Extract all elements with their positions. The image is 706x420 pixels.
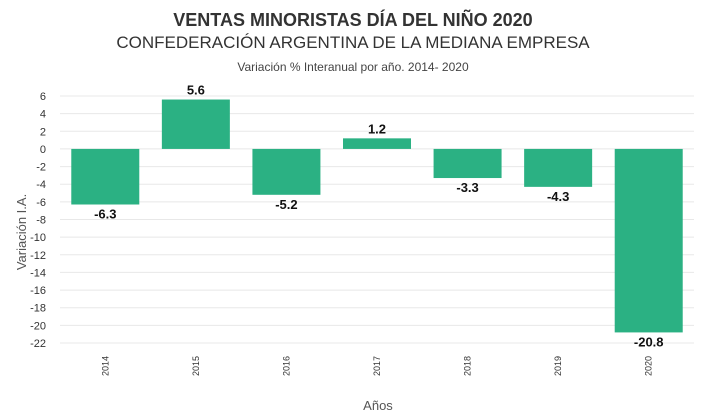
y-tick-label: -18	[30, 303, 46, 315]
y-tick-label: 0	[40, 144, 46, 156]
x-tick-label-2017: 2017	[372, 356, 382, 376]
y-tick-label: -12	[30, 250, 46, 262]
y-tick-label: -6	[36, 197, 46, 209]
y-tick-label: -4	[36, 179, 46, 191]
y-tick-label: -10	[30, 232, 46, 244]
x-tick-label-2014: 2014	[100, 356, 110, 376]
y-tick-label: 4	[40, 109, 46, 121]
x-tick-label-2015: 2015	[191, 356, 201, 376]
y-tick-label: -14	[30, 267, 46, 279]
x-tick-label-2020: 2020	[644, 356, 654, 376]
y-tick-label: -22	[30, 338, 46, 350]
bar-2020	[615, 149, 683, 332]
x-tick-label-2018: 2018	[463, 356, 473, 376]
data-label-2018: -3.3	[456, 180, 478, 195]
data-label-2019: -4.3	[547, 189, 569, 204]
y-tick-label: 2	[40, 126, 46, 138]
bar-2016	[252, 149, 320, 195]
data-label-2017: 1.2	[368, 121, 386, 136]
y-tick-label: -2	[36, 162, 46, 174]
x-tick-label-2019: 2019	[553, 356, 563, 376]
data-label-2016: -5.2	[275, 197, 297, 212]
bar-2018	[434, 149, 502, 178]
bar-2015	[162, 100, 230, 149]
y-tick-label: 6	[40, 91, 46, 103]
y-axis: 6 4 2 0 -2 -4 -6 -8 -10 -12 -14 -16 -18 -20 -22	[30, 91, 46, 350]
data-label-2015: 5.6	[187, 83, 205, 98]
data-label-2014: -6.3	[94, 207, 116, 222]
bar-2014	[71, 149, 139, 205]
bar-2019	[524, 149, 592, 187]
x-tick-label-2016: 2016	[281, 356, 291, 376]
x-axis-label: Años	[363, 398, 393, 413]
y-tick-label: -16	[30, 285, 46, 297]
bar-2017	[343, 138, 411, 149]
chart-container: VENTAS MINORISTAS DÍA DEL NIÑO 2020 CONF…	[0, 0, 706, 420]
y-axis-label: Variación I.A.	[14, 194, 29, 270]
y-tick-label: -20	[30, 320, 46, 332]
data-label-2020: -20.8	[634, 334, 664, 349]
x-axis: 2014 2015 2016 2017 2018 2019 2020	[100, 356, 653, 376]
bar-chart: 6 4 2 0 -2 -4 -6 -8 -10 -12 -14 -16 -18 -20 -22 -6.3 5.…	[0, 0, 706, 420]
y-tick-label: -8	[36, 215, 46, 227]
